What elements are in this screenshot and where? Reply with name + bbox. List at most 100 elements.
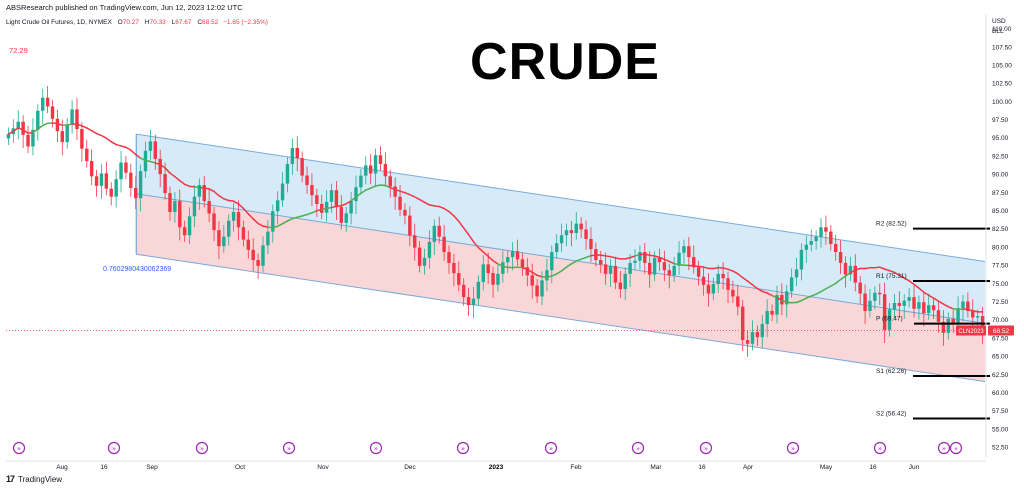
ma-segment (443, 207, 450, 213)
channel-upper-zone (136, 134, 985, 324)
candle-body (647, 262, 652, 275)
ma-segment (208, 188, 215, 193)
candle-body (491, 273, 495, 285)
close-value: 68.52 (202, 19, 219, 26)
event-marker-glyph: » (954, 445, 958, 453)
candle-body (892, 302, 897, 310)
event-marker-icon[interactable] (369, 441, 383, 455)
candle-body (378, 155, 383, 164)
ma-segment (325, 206, 333, 210)
price-tick-label: 105.00 (992, 62, 1012, 69)
ma-segment (565, 263, 573, 268)
channel-upper-line (136, 133, 986, 262)
candle-body (638, 252, 642, 261)
time-tick-label: Oct (235, 464, 245, 471)
event-marker-icon[interactable] (949, 441, 963, 455)
candle-body (266, 231, 270, 246)
ma-segment (888, 269, 896, 274)
candle-body (104, 173, 109, 189)
candle-body (471, 298, 476, 306)
ma-segment (174, 175, 181, 182)
ma-segment (17, 127, 24, 131)
event-marker-icon[interactable] (786, 441, 800, 455)
time-tick-label: Sep (146, 464, 158, 471)
candle-body (6, 134, 11, 139)
symbol-badge-text: CLN2023 (958, 329, 984, 335)
event-marker-icon[interactable] (456, 441, 470, 455)
ma-segment (844, 272, 852, 277)
event-marker-glyph: » (374, 445, 378, 453)
ma-segment (776, 296, 783, 302)
time-tick-label: Mar (650, 464, 662, 471)
candle-body (633, 260, 637, 263)
ma-segment (570, 260, 578, 265)
event-marker-icon[interactable] (12, 441, 26, 455)
candle-body (65, 124, 69, 143)
ma-segment (76, 123, 83, 127)
price-tick-label: 77.50 (992, 263, 1009, 270)
candle-body (515, 251, 520, 260)
candle-body (94, 176, 99, 186)
ma-segment (737, 273, 744, 279)
event-marker-icon[interactable] (282, 441, 296, 455)
candle-body (878, 292, 882, 295)
ma-segment (369, 185, 377, 189)
event-markers[interactable]: » » » » » » » » » » » » » (12, 441, 963, 455)
candle-body (408, 215, 412, 236)
candle-body (887, 309, 892, 330)
ma-segment (66, 123, 73, 126)
candle-body (554, 243, 559, 253)
event-marker-glyph: » (878, 445, 882, 453)
candle-body (584, 229, 588, 239)
ma-segment (668, 260, 675, 265)
candle-body (26, 134, 30, 147)
candle-body (231, 211, 236, 221)
ma-segment (262, 225, 269, 228)
candle-body (251, 249, 255, 261)
ma-segment (384, 184, 392, 189)
price-tick-label: 75.00 (992, 281, 1009, 288)
event-marker-icon[interactable] (631, 441, 645, 455)
pivot-label: P (69.47) (876, 316, 903, 323)
ma-segment (164, 167, 171, 174)
candle-body (799, 249, 804, 270)
event-marker-icon[interactable] (544, 441, 558, 455)
ma-segment (22, 128, 29, 134)
tradingview-logo[interactable]: 17 TradingView (6, 474, 62, 484)
ma-segment (781, 299, 788, 303)
candle-body (271, 211, 275, 232)
candle-body (45, 97, 50, 107)
candle-body (305, 175, 309, 186)
candle-body (60, 131, 65, 143)
event-marker-glyph: » (112, 445, 116, 453)
ma-segment (800, 297, 808, 302)
event-marker-icon[interactable] (937, 441, 951, 455)
open-value: 70.27 (122, 19, 140, 26)
event-marker-icon[interactable] (195, 441, 209, 455)
ma-segment (213, 190, 220, 197)
ma-segment (86, 127, 93, 132)
ma-segment (183, 183, 191, 188)
event-marker-icon[interactable] (699, 441, 713, 455)
candle-body (657, 257, 662, 263)
ma-segment (105, 137, 112, 143)
ma-segment (766, 292, 773, 297)
candle-body (907, 297, 911, 301)
candle-body (388, 176, 392, 187)
ma-segment (575, 258, 582, 262)
event-marker-icon[interactable] (873, 441, 887, 455)
candle-body (672, 265, 676, 276)
regression-channel (6, 133, 986, 383)
candle-body (545, 270, 549, 281)
ma-segment (947, 305, 954, 310)
candle-body (437, 225, 441, 237)
ma-segment (786, 301, 793, 304)
event-marker-icon[interactable] (107, 441, 121, 455)
candle-body (344, 213, 348, 223)
ma-segment (751, 284, 759, 290)
ma-segment (320, 207, 328, 211)
ma-segment (379, 184, 387, 187)
candle-body (432, 225, 437, 242)
price-tick-label: 57.50 (992, 408, 1009, 415)
